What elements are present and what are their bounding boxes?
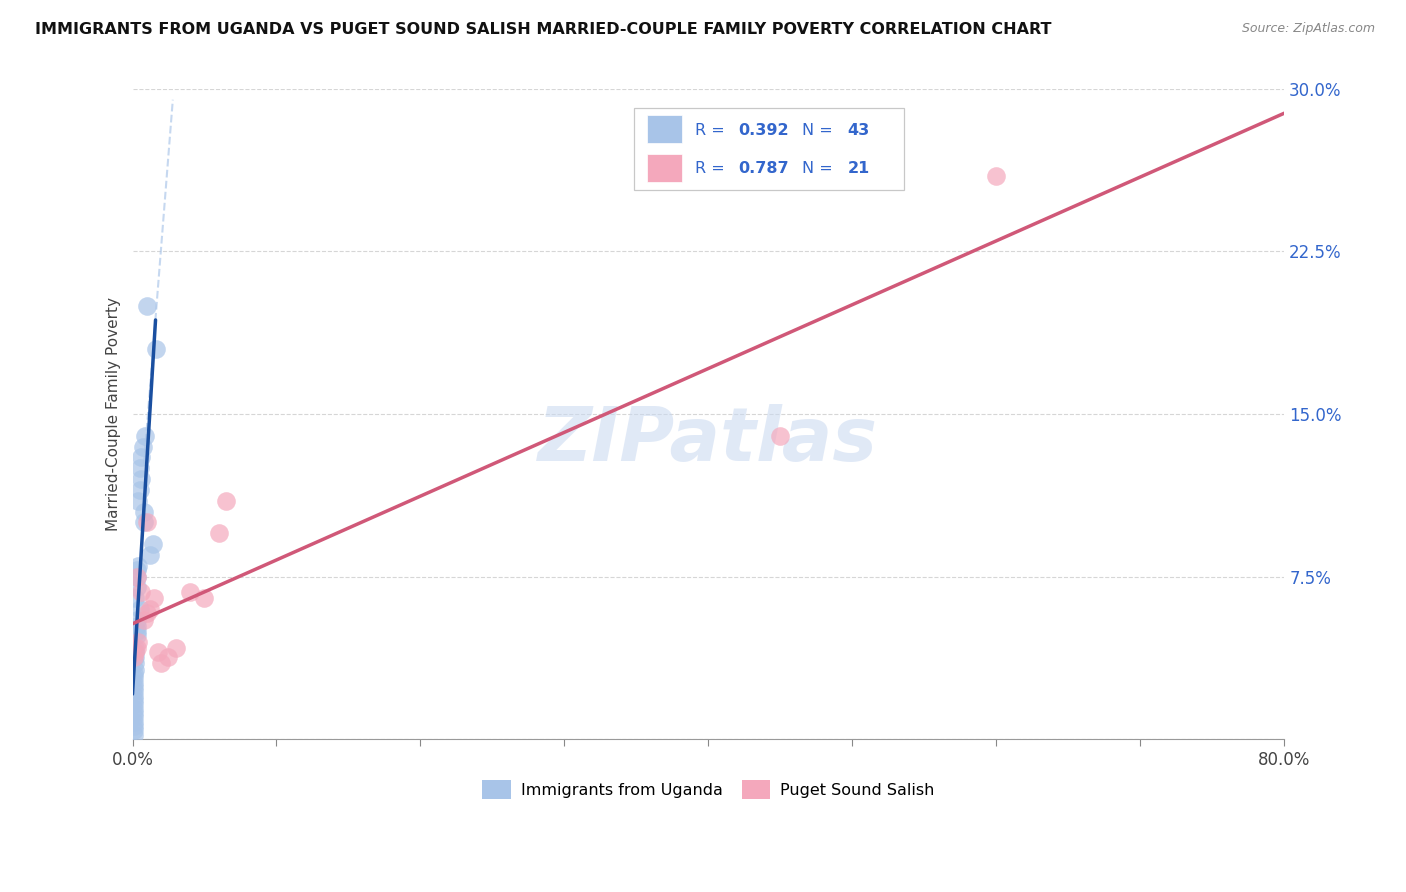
Point xyxy=(125,581,148,595)
Point xyxy=(128,461,150,475)
Point xyxy=(132,613,155,627)
Point xyxy=(125,619,148,633)
Point xyxy=(132,516,155,530)
Point xyxy=(122,706,145,720)
Point xyxy=(122,684,145,698)
Point xyxy=(122,723,145,738)
Y-axis label: Married-Couple Family Poverty: Married-Couple Family Poverty xyxy=(107,297,121,531)
Point xyxy=(122,672,145,686)
Point xyxy=(125,569,148,583)
Point xyxy=(122,728,145,742)
Point xyxy=(145,342,167,356)
Point xyxy=(124,591,146,606)
Point xyxy=(122,719,145,733)
Point xyxy=(129,472,152,486)
Point xyxy=(142,537,165,551)
Point xyxy=(122,675,145,690)
Point xyxy=(125,569,148,583)
Legend: Immigrants from Uganda, Puget Sound Salish: Immigrants from Uganda, Puget Sound Sali… xyxy=(477,773,941,805)
Point xyxy=(128,483,150,497)
Point xyxy=(125,628,148,642)
Point xyxy=(135,516,157,530)
Point xyxy=(127,634,149,648)
Point xyxy=(769,428,792,442)
Point xyxy=(179,584,201,599)
Text: 0.392: 0.392 xyxy=(738,123,789,138)
Point xyxy=(122,693,145,707)
Point xyxy=(124,657,146,671)
FancyBboxPatch shape xyxy=(634,109,904,190)
Point xyxy=(122,680,145,694)
Point xyxy=(139,602,162,616)
Point xyxy=(122,649,145,664)
Point xyxy=(124,649,146,664)
Point xyxy=(128,602,150,616)
Text: IMMIGRANTS FROM UGANDA VS PUGET SOUND SALISH MARRIED-COUPLE FAMILY POVERTY CORRE: IMMIGRANTS FROM UGANDA VS PUGET SOUND SA… xyxy=(35,22,1052,37)
Point xyxy=(127,493,149,508)
Point xyxy=(122,667,145,681)
Point xyxy=(135,607,157,621)
Point xyxy=(129,450,152,465)
Point xyxy=(157,649,180,664)
Point xyxy=(134,428,156,442)
Text: 0.787: 0.787 xyxy=(738,161,789,176)
Point xyxy=(135,299,157,313)
Point xyxy=(125,641,148,656)
Text: 21: 21 xyxy=(848,161,870,176)
Point xyxy=(124,645,146,659)
Point xyxy=(131,440,153,454)
Point xyxy=(125,563,148,577)
Point xyxy=(215,493,238,508)
Point xyxy=(139,548,162,562)
Point xyxy=(208,526,231,541)
Point xyxy=(125,613,148,627)
Point xyxy=(122,702,145,716)
Point xyxy=(165,641,187,656)
Point xyxy=(150,657,173,671)
Point xyxy=(124,645,146,659)
Point xyxy=(129,584,152,599)
Point xyxy=(125,624,148,638)
Point xyxy=(986,169,1008,183)
Point xyxy=(124,641,146,656)
Text: ZIPatlas: ZIPatlas xyxy=(538,403,879,476)
FancyBboxPatch shape xyxy=(647,115,682,143)
Text: 43: 43 xyxy=(848,123,870,138)
Text: N =: N = xyxy=(801,161,838,176)
Point xyxy=(122,689,145,703)
Text: N =: N = xyxy=(801,123,838,138)
Point xyxy=(193,591,215,606)
Point xyxy=(122,714,145,729)
Point xyxy=(127,558,149,573)
Point xyxy=(132,504,155,518)
Point xyxy=(148,645,170,659)
Point xyxy=(143,591,166,606)
Text: Source: ZipAtlas.com: Source: ZipAtlas.com xyxy=(1241,22,1375,36)
FancyBboxPatch shape xyxy=(647,154,682,182)
Point xyxy=(122,698,145,712)
Point xyxy=(124,663,146,677)
Text: R =: R = xyxy=(695,161,730,176)
Point xyxy=(122,710,145,724)
Text: R =: R = xyxy=(695,123,730,138)
